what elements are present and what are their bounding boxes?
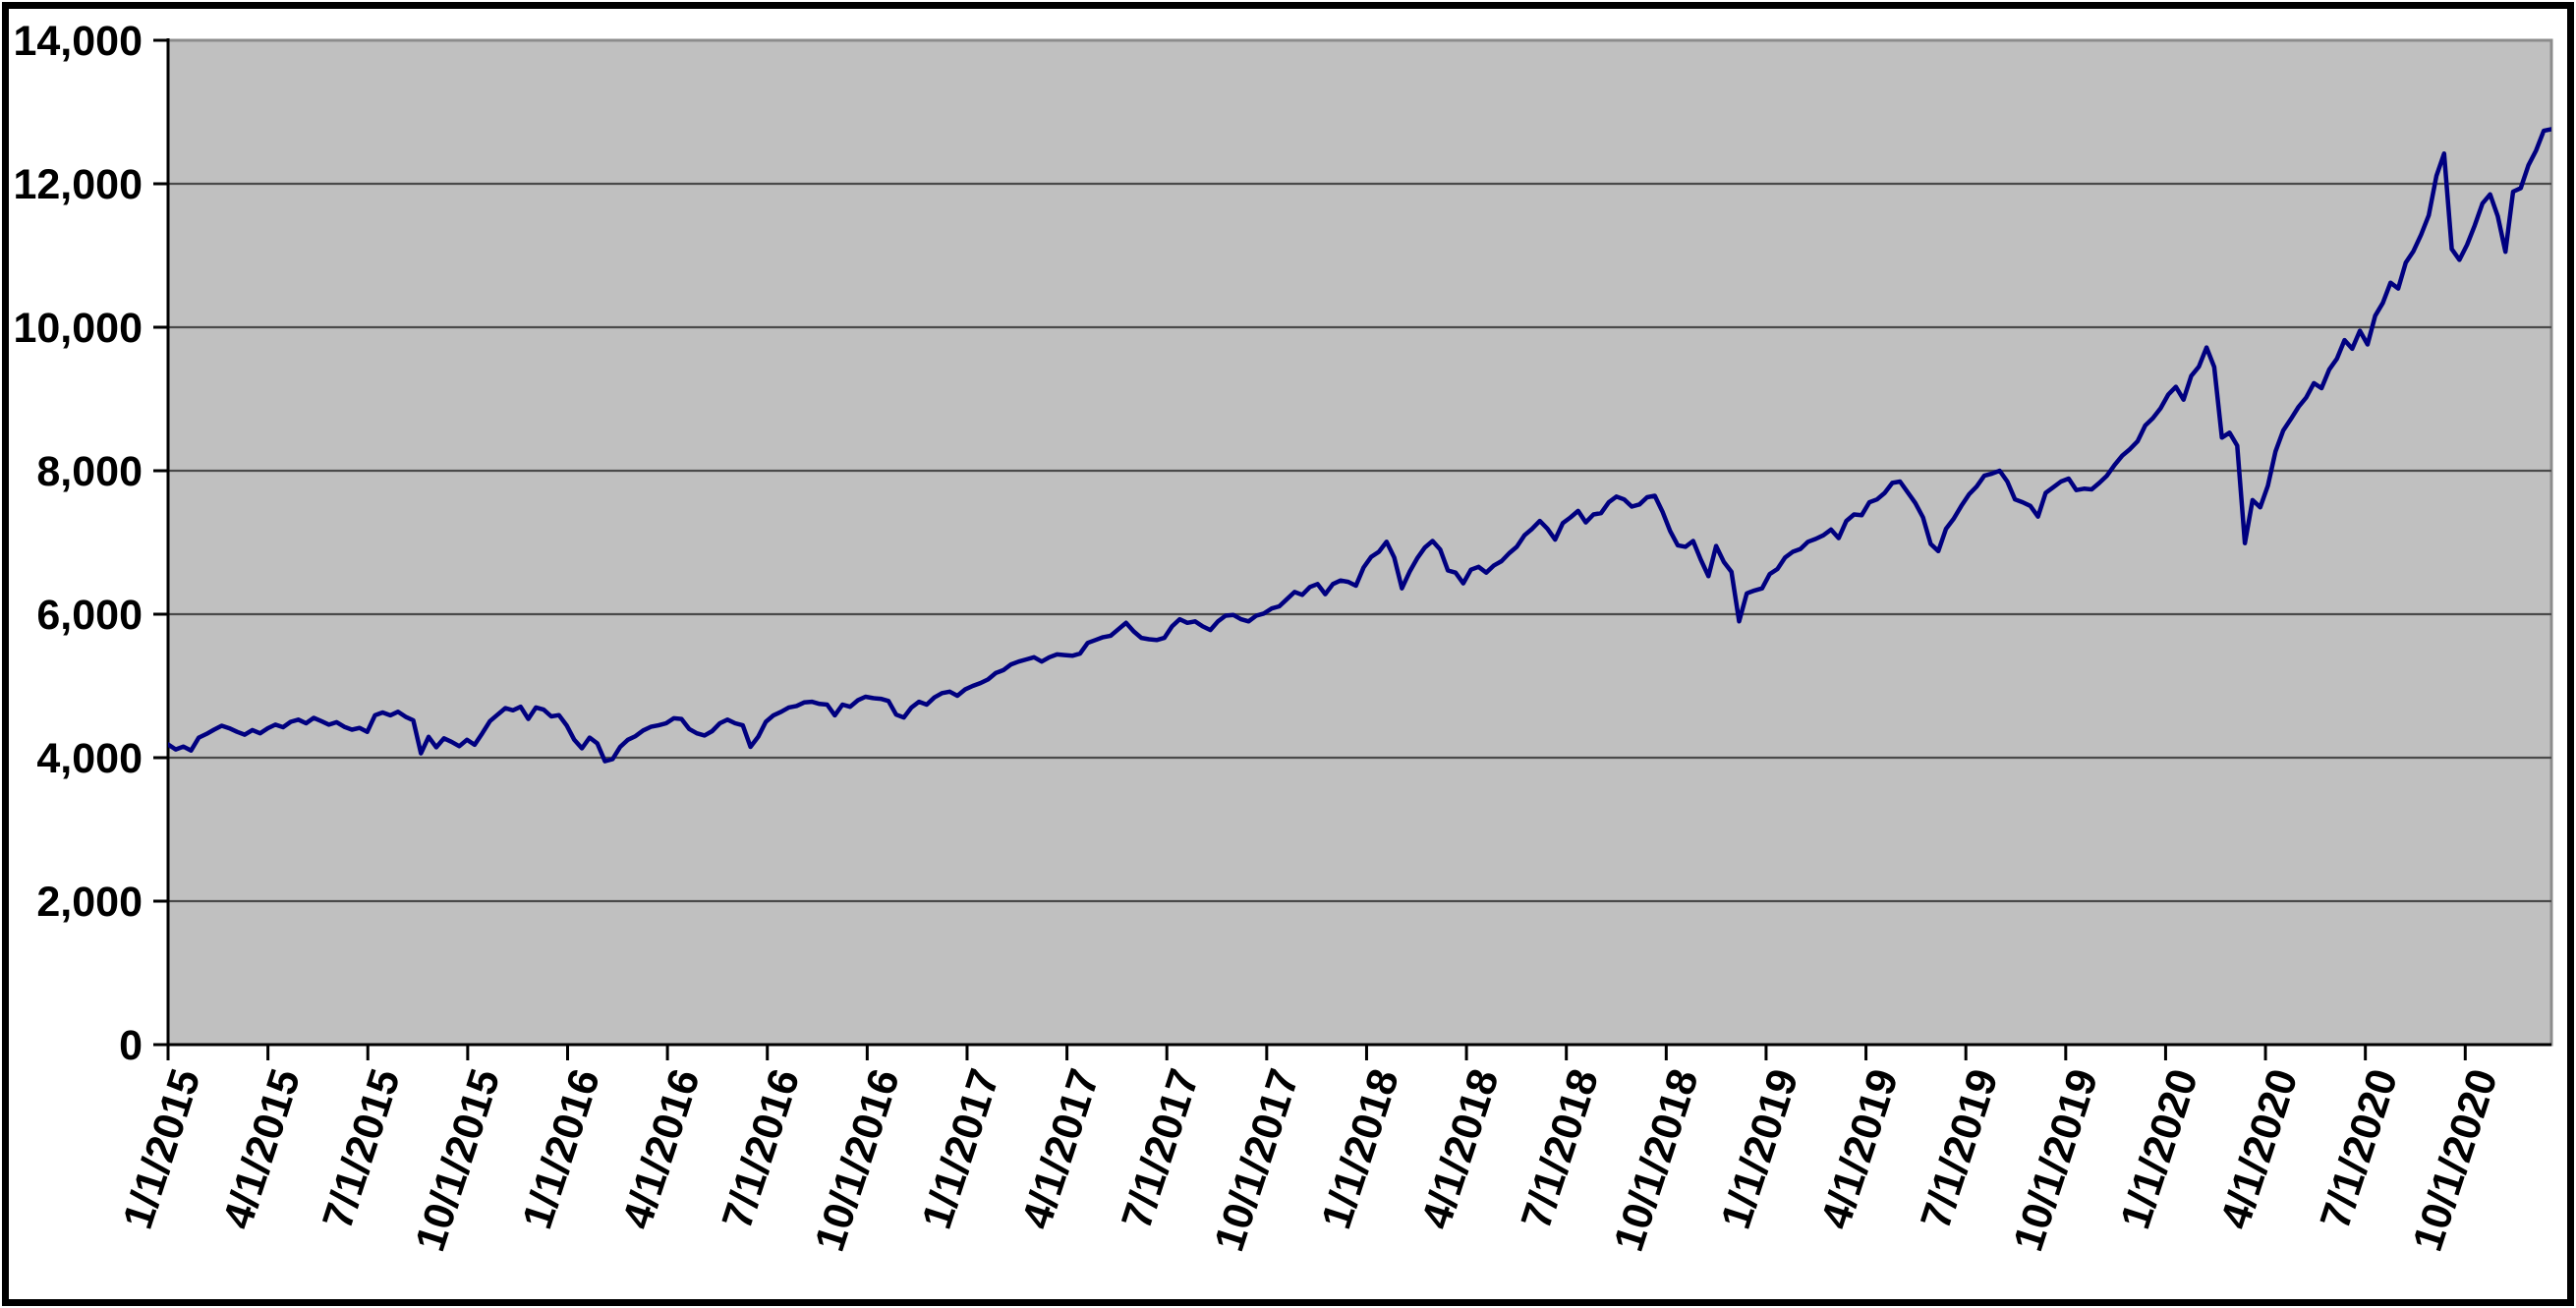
y-axis-label: 6,000 bbox=[36, 592, 143, 639]
y-axis-label: 14,000 bbox=[13, 18, 143, 65]
y-axis-label: 2,000 bbox=[36, 879, 143, 926]
y-axis-label: 0 bbox=[119, 1022, 143, 1069]
y-axis-label: 4,000 bbox=[36, 735, 143, 782]
plot-area bbox=[166, 38, 2553, 1047]
y-axis-label: 8,000 bbox=[36, 448, 143, 495]
y-axis-label: 10,000 bbox=[13, 305, 143, 352]
y-axis-label: 12,000 bbox=[13, 161, 143, 208]
price-line bbox=[168, 127, 2551, 764]
